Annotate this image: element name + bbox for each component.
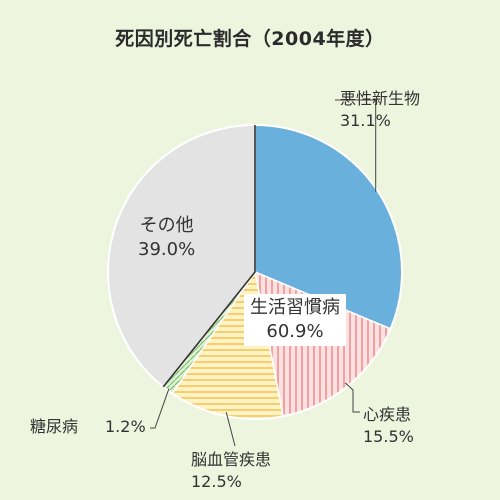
slice-label-other: その他 39.0% — [138, 214, 195, 262]
group-boundary — [162, 125, 256, 388]
leader-line-diabetes — [150, 388, 170, 429]
chart-title: 死因別死亡割合（2004年度） — [115, 28, 385, 50]
slice-value: 12.5% — [191, 472, 242, 491]
slice-value: 1.2% — [105, 417, 146, 436]
group-name: 生活習慣病 — [250, 297, 340, 318]
group-label-lifestyle-disease: 生活習慣病 60.9% — [244, 294, 346, 346]
leader-lines — [150, 99, 377, 447]
slice-name: 糖尿病 — [30, 417, 79, 436]
slice-value: 15.5% — [363, 427, 414, 446]
slice-label-diabetes-name: 糖尿病 — [30, 416, 78, 438]
slice-value: 31.1% — [340, 111, 391, 130]
slice-name: 悪性新生物 — [340, 89, 421, 108]
slice-label-diabetes-value: 1.2% — [105, 416, 146, 438]
slice-label-malignant-neoplasm: 悪性新生物 31.1% — [340, 88, 420, 132]
slice-name: 心疾患 — [363, 405, 412, 424]
slice-name: 脳血管疾患 — [191, 450, 272, 469]
leader-line-heart-disease — [344, 382, 360, 413]
slice-value: 39.0% — [138, 239, 196, 260]
leader-line-cerebrovascular-disease — [225, 411, 236, 447]
slice-label-heart-disease: 心疾患 15.5% — [363, 404, 414, 448]
group-value: 60.9% — [266, 321, 324, 342]
leader-line-malignant-neoplasm — [335, 99, 377, 192]
pie-slices — [107, 124, 403, 420]
slice-label-cerebrovascular-disease: 脳血管疾患 12.5% — [191, 449, 271, 493]
slice-name: その他 — [139, 215, 194, 236]
